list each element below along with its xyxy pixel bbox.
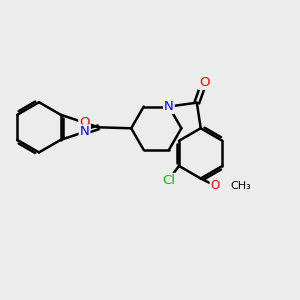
Text: O: O <box>211 179 220 192</box>
Text: CH₃: CH₃ <box>231 181 251 191</box>
Text: O: O <box>199 76 209 89</box>
Text: O: O <box>79 116 90 129</box>
Text: Cl: Cl <box>162 174 175 187</box>
Text: N: N <box>80 125 89 138</box>
Text: N: N <box>164 100 174 113</box>
